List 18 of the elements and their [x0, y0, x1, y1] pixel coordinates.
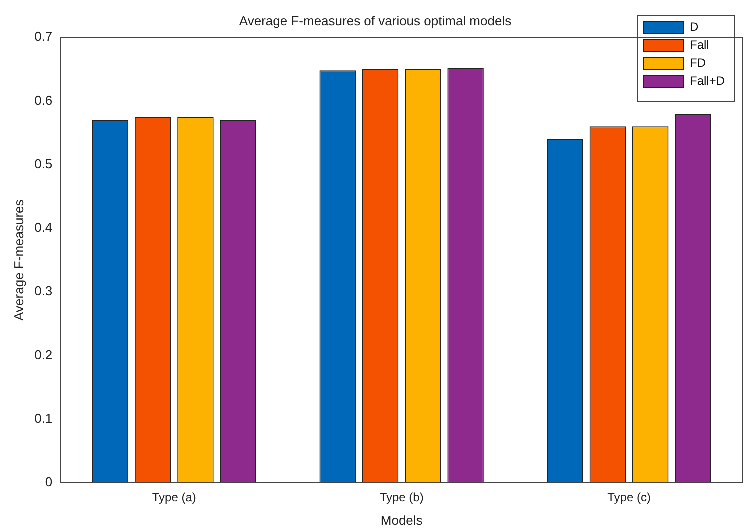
- y-tick-label: 0.3: [34, 284, 53, 299]
- x-tick-label: Type (c): [608, 490, 651, 505]
- x-axis-title: Models: [380, 512, 424, 528]
- legend-label: FD: [690, 56, 706, 70]
- legend-label: D: [690, 20, 699, 34]
- x-tick-label: Type (b): [380, 490, 424, 505]
- y-tick-label: 0.2: [34, 347, 53, 362]
- y-tick-label: 0: [45, 474, 53, 490]
- y-tick-label: 0.4: [34, 220, 53, 236]
- x-tick-label: Type (a): [152, 490, 196, 505]
- y-tick-label: 0.7: [34, 29, 53, 44]
- y-axis-title: Average F-measures: [11, 199, 26, 321]
- chart-title: Average F-measures of various optimal models: [239, 13, 512, 28]
- y-tick-label: 0.1: [34, 410, 53, 426]
- y-tick-label: 0.6: [34, 92, 53, 108]
- legend-label: Fall: [690, 38, 710, 52]
- legend-label: Fall+D: [690, 74, 726, 88]
- y-tick-label: 0.5: [34, 156, 53, 172]
